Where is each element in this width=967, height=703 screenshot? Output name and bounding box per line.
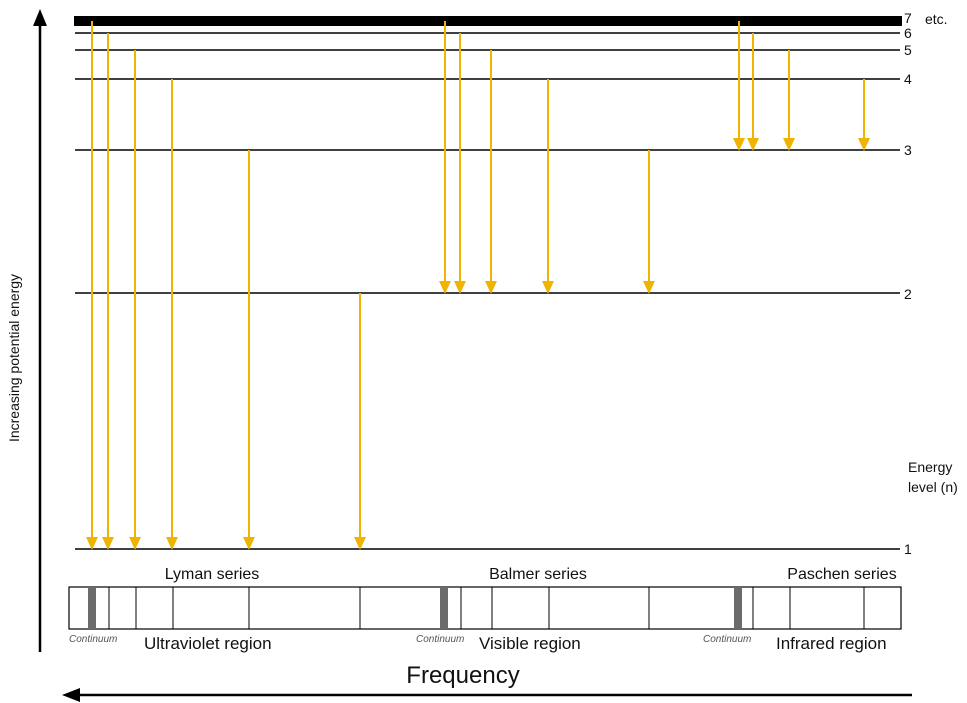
continuum-band-balmer	[440, 587, 448, 629]
transition-lyman-6-to-1	[102, 33, 114, 550]
region-label-ultraviolet: Ultraviolet region	[144, 634, 272, 653]
spectrum-frame	[68, 586, 902, 630]
y-axis-label: Increasing potential energy	[6, 274, 22, 442]
series-label-balmer: Balmer series	[489, 566, 587, 583]
transition-paschen-4-to-3	[858, 79, 870, 151]
transition-lyman-3-to-1	[243, 150, 255, 550]
energy-level-title-line1: Energy	[908, 459, 952, 475]
level-7-bar	[74, 16, 902, 26]
x-axis-label: Frequency	[406, 662, 519, 689]
transition-paschen-5-to-3	[783, 50, 795, 151]
transition-balmer-6-to-2	[454, 33, 466, 294]
transition-balmer-5-to-2	[485, 50, 497, 294]
continuum-label-paschen: Continuum	[703, 634, 751, 645]
level-labels: 1 2 3 4 567	[904, 10, 912, 557]
energy-axis	[33, 9, 47, 652]
level-label-7: 7	[904, 10, 912, 26]
level-label-1: 1	[904, 541, 912, 557]
level-label-5: 5	[904, 42, 912, 58]
series-label-paschen: Paschen series	[787, 566, 896, 583]
energy-levels	[75, 32, 900, 550]
transitions	[86, 21, 870, 550]
spectrum-strip	[68, 586, 902, 630]
transition-paschen-6-to-3	[747, 33, 759, 151]
energy-level-title-line2: level (n)	[908, 479, 958, 495]
transition-lyman-4-to-1	[166, 79, 178, 550]
level-label-4: 4	[904, 71, 912, 87]
continuum-band-paschen	[734, 587, 742, 629]
level-label-6: 6	[904, 25, 912, 41]
level-label-3: 3	[904, 142, 912, 158]
continuum-label-lyman: Continuum	[69, 634, 117, 645]
transition-balmer-4-to-2	[542, 79, 554, 294]
continuum-label-balmer: Continuum	[416, 634, 464, 645]
region-label-visible: Visible region	[479, 634, 581, 653]
region-label-infrared: Infrared region	[776, 634, 887, 653]
series-label-lyman: Lyman series	[165, 566, 260, 583]
transition-lyman-7-to-1	[86, 21, 98, 550]
transition-paschen-7-to-3	[733, 21, 745, 151]
transition-lyman-2-to-1	[354, 293, 366, 550]
transition-balmer-3-to-2	[643, 150, 655, 294]
frequency-arrow	[62, 688, 912, 702]
level-suffix: etc.	[925, 11, 948, 27]
continuum-band-lyman	[88, 587, 96, 629]
transition-lyman-5-to-1	[129, 50, 141, 550]
transition-balmer-7-to-2	[439, 21, 451, 294]
level-label-2: 2	[904, 286, 912, 302]
